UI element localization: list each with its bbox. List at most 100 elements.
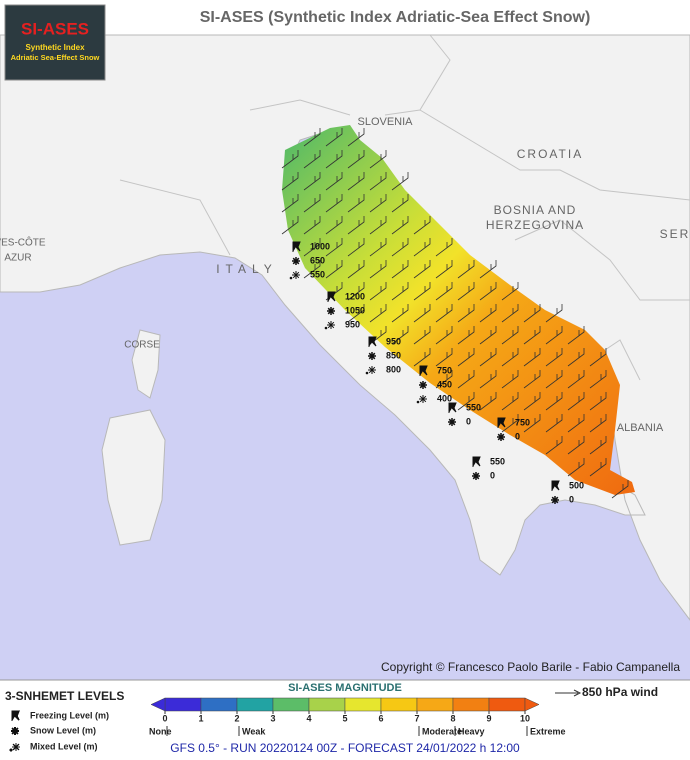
wind-barb [545, 348, 563, 367]
station-value: 0 [490, 470, 495, 480]
wind-barb [369, 260, 387, 279]
colorbar-segment [308, 697, 346, 712]
wind-barb [611, 480, 629, 499]
wind-barb [457, 260, 475, 279]
colorbar-tick-label: 0 [162, 713, 167, 723]
wind-barb [589, 370, 607, 389]
logo [4, 4, 106, 81]
logo-title: SI-ASES [21, 19, 89, 38]
wind-barb [523, 392, 541, 411]
wind-barb [347, 238, 365, 257]
station-value: 0 [569, 494, 574, 504]
colorbar-tick-label: 3 [270, 713, 275, 723]
country-label: ITALY [216, 262, 278, 276]
class-label: Heavy [458, 726, 485, 736]
footer: GFS 0.5° - RUN 20220124 00Z - FORECAST 2… [170, 741, 520, 755]
snow-icon [368, 352, 376, 360]
wind-barb [479, 370, 497, 389]
country-label: VES-CÔTE [0, 236, 46, 249]
wind-barb [545, 392, 563, 411]
wind-barb [523, 304, 541, 323]
wind-barb [303, 128, 321, 147]
station-value: 450 [437, 379, 452, 389]
wind-barb [391, 238, 409, 257]
station-value: 0 [466, 416, 471, 426]
wind-barb [413, 348, 431, 367]
station-value: 850 [386, 350, 401, 360]
wind-barb [391, 326, 409, 345]
wind-barb [325, 238, 343, 257]
wind-barb [281, 216, 299, 235]
colorbar-segment [380, 697, 418, 712]
wind-barb [501, 414, 519, 433]
snow-icon [11, 727, 19, 735]
station-value: 750 [437, 365, 452, 375]
wind-barb [413, 326, 431, 345]
class-label: Extreme [530, 726, 566, 736]
wind-barb [391, 282, 409, 301]
wind-barb [391, 194, 409, 213]
wind-barb [347, 304, 365, 323]
station-value: 550 [466, 402, 481, 412]
colorbar-segment [488, 697, 526, 712]
wind-barb [545, 436, 563, 455]
wind-barb [501, 370, 519, 389]
wind-barb [369, 194, 387, 213]
wind-barb [479, 304, 497, 323]
colorbar-tick-label: 9 [486, 713, 491, 723]
icon-dot [289, 276, 293, 280]
wind-arrow-head [573, 689, 582, 697]
wind-barb [303, 238, 321, 257]
wind-barb [567, 458, 585, 477]
snow-icon [448, 418, 456, 426]
wind-barb [303, 172, 321, 191]
colorbar-tick-label: 6 [378, 713, 383, 723]
snow-icon [497, 433, 505, 441]
freezing-icon [419, 365, 428, 376]
wind-barb [589, 392, 607, 411]
icon-stroke [327, 321, 335, 329]
colorbar-segment [164, 697, 202, 712]
magnitude-title: SI-ASES MAGNITUDE [288, 682, 402, 694]
wind-barb [369, 304, 387, 323]
mixed-icon [9, 743, 20, 752]
freezing-icon [292, 241, 301, 252]
wind-barb [413, 260, 431, 279]
wind-barb [589, 436, 607, 455]
wind-barb [325, 260, 343, 279]
wind-barb [435, 326, 453, 345]
wind-barb [457, 282, 475, 301]
station-value: 650 [310, 255, 325, 265]
station-value: 800 [386, 364, 401, 374]
wind-barb [435, 348, 453, 367]
corsica [131, 329, 161, 399]
wind-barb [501, 282, 519, 301]
wind-barb [501, 392, 519, 411]
colorbar-end [150, 697, 166, 712]
wind-barb [589, 458, 607, 477]
colorbar-tick-label: 7 [414, 713, 419, 723]
station-value: 500 [569, 480, 584, 490]
wind-barb [545, 326, 563, 345]
wind-barb [369, 282, 387, 301]
levels-title: 3-SNHEMET LEVELS [5, 689, 124, 703]
wind-barb [567, 370, 585, 389]
wind-barb [479, 392, 497, 411]
icon-stroke [327, 307, 335, 315]
class-label: None [149, 726, 172, 736]
station-value: 1000 [310, 241, 330, 251]
wind-barb [435, 238, 453, 257]
colorbar-end [524, 697, 540, 712]
wind-barb [523, 348, 541, 367]
freezing-icon [551, 480, 560, 491]
copyright: Copyright © Francesco Paolo Barile - Fab… [381, 660, 680, 674]
class-label: Weak [242, 726, 266, 736]
snow-icon [472, 472, 480, 480]
colorbar-segment [344, 697, 382, 712]
icon-stroke [368, 352, 376, 360]
station-value: 550 [310, 269, 325, 279]
wind-barb [501, 348, 519, 367]
wind-barb [281, 194, 299, 213]
wind-barb [567, 326, 585, 345]
